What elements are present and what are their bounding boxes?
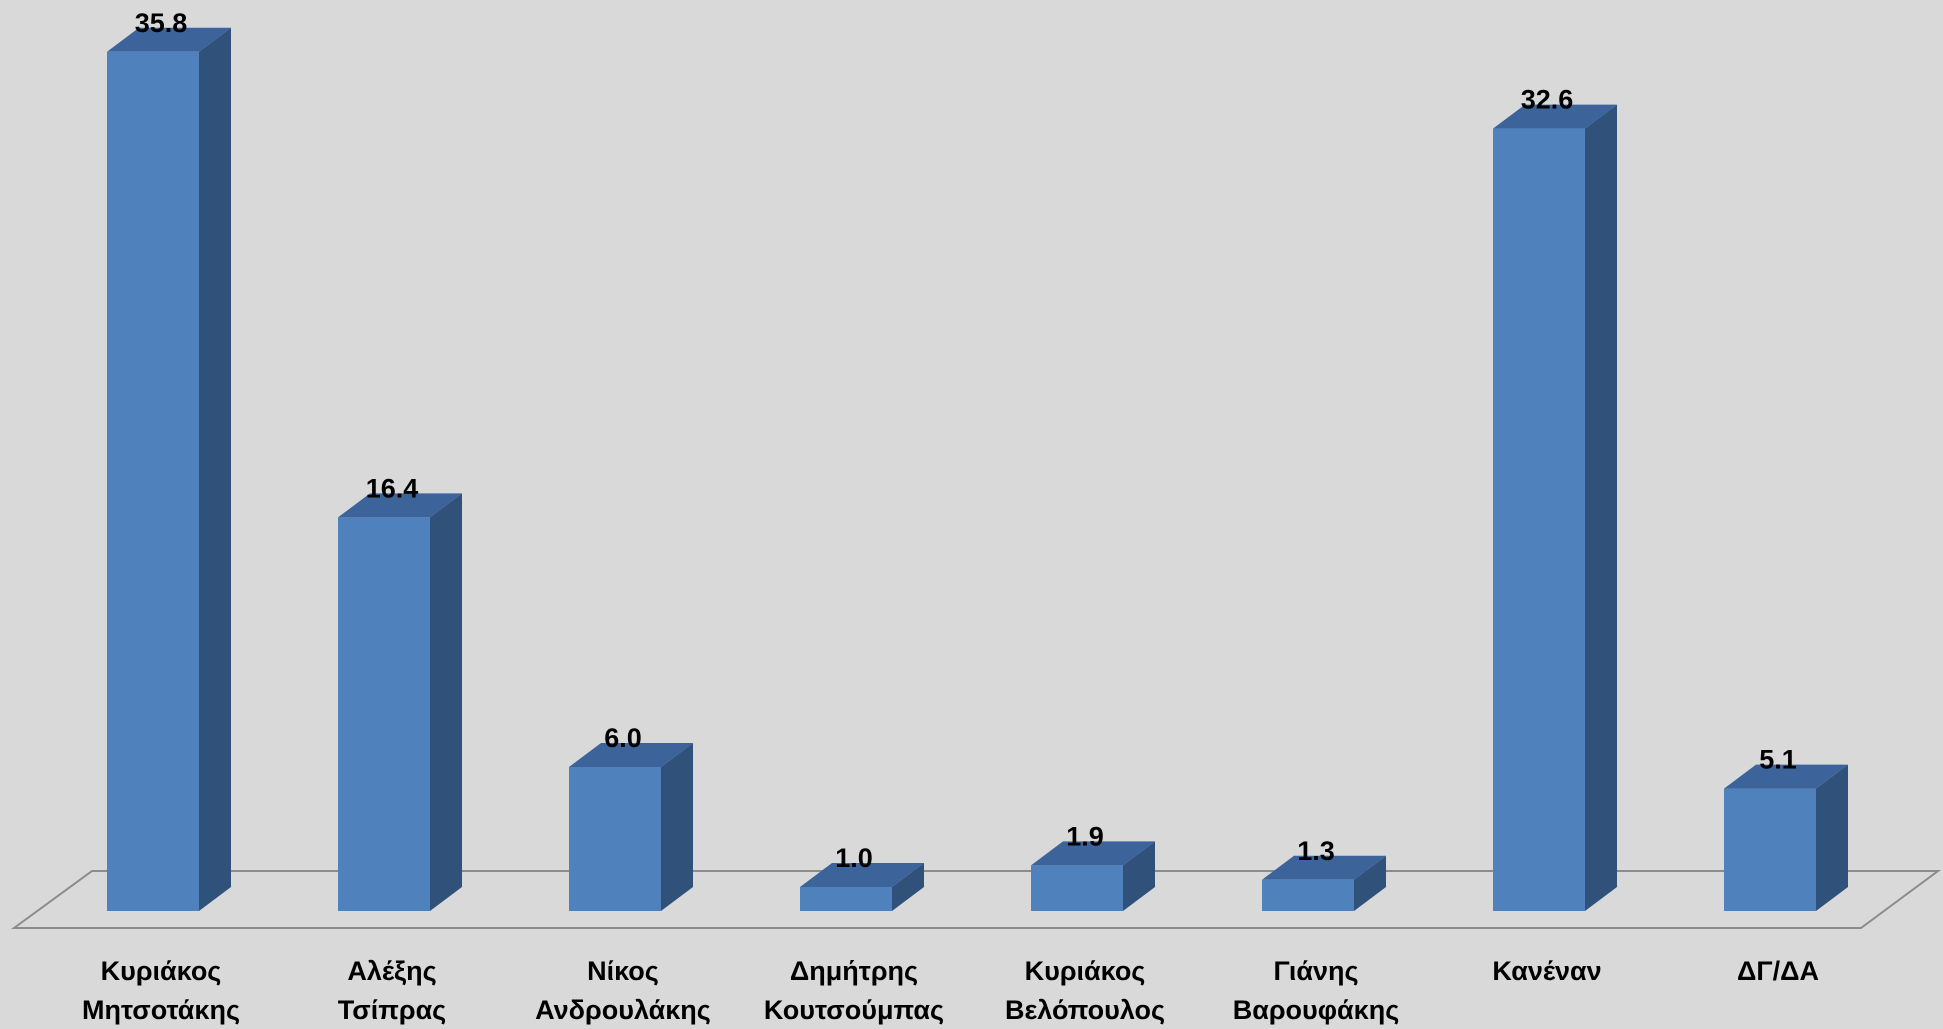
bar-front bbox=[1493, 128, 1585, 912]
bar-top bbox=[800, 863, 924, 887]
value-labels-group: 35.8 16.4 6.0 1.0 1.9 1.3 32.6 5.1 bbox=[135, 8, 1797, 873]
category-label-line: Βελόπουλος bbox=[1005, 995, 1165, 1025]
bar-top bbox=[569, 743, 693, 767]
bar-7 bbox=[1493, 104, 1617, 912]
bar-front bbox=[800, 887, 892, 911]
bar-front bbox=[338, 517, 430, 911]
bar-front bbox=[1031, 865, 1123, 911]
bar-front bbox=[107, 51, 199, 912]
bar-side bbox=[1123, 841, 1155, 911]
category-label: Κυριάκος Βελόπουλος bbox=[1005, 956, 1165, 1025]
bar-side bbox=[430, 493, 462, 911]
bar-top bbox=[1724, 764, 1848, 789]
bar-side bbox=[1354, 855, 1386, 911]
category-label: Νίκος Ανδρουλάκης bbox=[535, 956, 711, 1025]
category-label: Γιάνης Βαρουφάκης bbox=[1233, 956, 1400, 1025]
bar-side bbox=[1816, 764, 1848, 911]
bar-top bbox=[107, 27, 231, 52]
bar-1 bbox=[107, 27, 231, 912]
bar-3 bbox=[569, 743, 693, 911]
bar-front bbox=[569, 767, 661, 911]
bar-4 bbox=[800, 863, 924, 911]
category-label-line: Ανδρουλάκης bbox=[535, 995, 711, 1025]
value-label: 1.0 bbox=[835, 843, 873, 873]
bar-side bbox=[892, 863, 924, 911]
value-label: 1.3 bbox=[1297, 836, 1335, 866]
category-label-line: Γιάνης bbox=[1273, 956, 1358, 986]
bar-side bbox=[199, 27, 231, 912]
category-label: Αλέξης Τσίπρας bbox=[338, 956, 446, 1025]
bars-group bbox=[107, 27, 1848, 912]
category-label: Κανέναν bbox=[1492, 956, 1601, 986]
category-label-line: Μητσοτάκης bbox=[82, 995, 240, 1025]
value-label: 35.8 bbox=[135, 8, 188, 38]
bar-5 bbox=[1031, 841, 1155, 911]
bar-front bbox=[1724, 788, 1816, 911]
bar-side bbox=[661, 743, 693, 911]
category-label: Δημήτρης Κουτσούμπας bbox=[764, 956, 944, 1025]
bar-6 bbox=[1262, 855, 1386, 911]
category-label-line: Τσίπρας bbox=[338, 995, 446, 1025]
value-label: 5.1 bbox=[1759, 745, 1797, 775]
category-label-line: Κυριάκος bbox=[1025, 956, 1146, 986]
bar-front bbox=[1262, 879, 1354, 911]
bar-side bbox=[1585, 104, 1617, 912]
bar-top bbox=[338, 493, 462, 518]
bar-8 bbox=[1724, 764, 1848, 911]
value-label: 32.6 bbox=[1521, 85, 1574, 115]
value-label: 16.4 bbox=[366, 473, 419, 503]
category-label-line: Αλέξης bbox=[347, 956, 436, 986]
category-label-line: Νίκος bbox=[587, 956, 659, 986]
category-label-line: Κουτσούμπας bbox=[764, 995, 944, 1025]
category-label-line: Δημήτρης bbox=[790, 956, 918, 986]
chart-floor bbox=[10, 870, 1942, 929]
category-label-line: ΔΓ/ΔΑ bbox=[1737, 956, 1819, 986]
category-label: Κυριάκος Μητσοτάκης bbox=[82, 956, 240, 1025]
bar-2 bbox=[338, 493, 462, 911]
category-label-line: Κανέναν bbox=[1492, 956, 1601, 986]
category-label-line: Βαρουφάκης bbox=[1233, 995, 1400, 1025]
bar-top bbox=[1031, 841, 1155, 866]
category-labels-group: Κυριάκος Μητσοτάκης Αλέξης Τσίπρας Νίκος Ανδρ… bbox=[82, 956, 1819, 1025]
value-label: 1.9 bbox=[1066, 821, 1104, 851]
category-label-line: Κυριάκος bbox=[101, 956, 222, 986]
bar-top bbox=[1493, 104, 1617, 129]
bar-top bbox=[1262, 855, 1386, 880]
category-label: ΔΓ/ΔΑ bbox=[1737, 956, 1819, 986]
value-label: 6.0 bbox=[604, 723, 642, 753]
